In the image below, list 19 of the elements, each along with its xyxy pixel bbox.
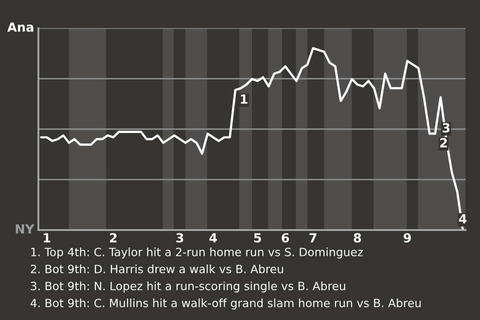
annotation: 2 <box>440 138 447 148</box>
x-tick-label: 7 <box>310 233 316 242</box>
text: Ana <box>7 22 34 32</box>
annotation: 3 <box>442 123 450 133</box>
text: 1. Top 4th: C. Taylor hit a 2-run home run vs S. Dominguez <box>31 247 363 259</box>
text: 2. Bot 9th: D. Harris drew a walk vs B. Abreu <box>30 264 284 274</box>
x-tick-label: 8 <box>354 233 361 243</box>
x-tick-label: 4 <box>209 233 217 242</box>
annotation: 4 <box>459 214 467 224</box>
annotation: 1 <box>240 94 248 104</box>
x-tick-label: 5 <box>254 233 262 243</box>
x-tick-label: 1 <box>44 233 50 242</box>
text: 4. Bot 9th: C. Mullins hit a walk-off grand slam home run vs B. Abreu <box>30 298 421 310</box>
text: 3. Bot 9th: N. Lopez hit a run-scoring single vs B. Abreu <box>30 281 346 293</box>
x-tick-label: 2 <box>110 233 117 242</box>
x-tick-label: 9 <box>404 233 411 243</box>
x-tick-label: 3 <box>176 233 184 243</box>
x-tick-label: 6 <box>282 233 289 243</box>
text: NY <box>16 224 34 234</box>
